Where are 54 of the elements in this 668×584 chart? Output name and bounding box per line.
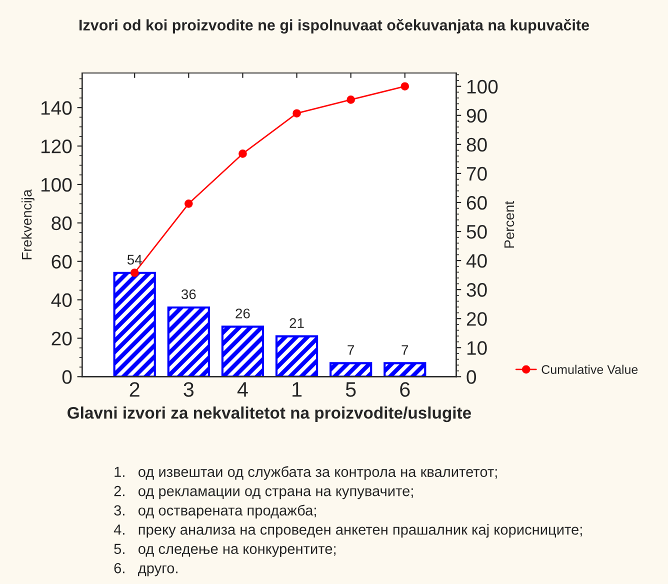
point bbox=[292, 109, 301, 118]
y-tick-label: 100 bbox=[41, 178, 72, 192]
y-tick-label: 120 bbox=[41, 140, 72, 154]
y2-tick-label: 90 bbox=[466, 108, 487, 123]
y2-tick-label: 60 bbox=[466, 196, 487, 210]
y-tick-label: 80 bbox=[52, 216, 72, 230]
y2-tick-label: 80 bbox=[466, 138, 487, 152]
y-tick-label: 20 bbox=[52, 332, 72, 346]
chart-title: Izvori od koi proizvodite ne gi ispolnuvaat očekuvanjata na kupuvačite bbox=[80, 18, 590, 34]
y-tick-label: 140 bbox=[41, 101, 72, 115]
y2-tick-label: 50 bbox=[466, 224, 487, 239]
y-tick-label: 40 bbox=[51, 293, 72, 308]
point bbox=[184, 199, 193, 208]
point bbox=[238, 150, 247, 158]
legend-label: Cumulative Value bbox=[542, 364, 638, 374]
point bbox=[400, 82, 410, 91]
bar bbox=[275, 335, 318, 377]
bar bbox=[330, 362, 372, 377]
y2-tick-label: 0 bbox=[466, 370, 476, 384]
x-tick-label: 2 bbox=[130, 382, 140, 397]
text: 6. друго. bbox=[114, 562, 178, 576]
y-tick-label: 60 bbox=[52, 254, 72, 269]
data-label: 54 bbox=[127, 254, 142, 265]
y2-tick-label: 20 bbox=[466, 312, 487, 326]
data-label: 26 bbox=[236, 308, 250, 318]
bar bbox=[221, 326, 264, 377]
y2-tick-label: 40 bbox=[466, 254, 487, 268]
data-label: 7 bbox=[348, 345, 354, 355]
y-axis-title: Frekvencija bbox=[22, 189, 34, 260]
y2-tick-label: 100 bbox=[467, 80, 498, 94]
data-label: 36 bbox=[181, 289, 196, 300]
x-tick-label: 6 bbox=[400, 382, 410, 397]
y2-tick-label: 70 bbox=[466, 166, 487, 181]
text: 3. од остварената продажба; bbox=[114, 504, 316, 518]
x-tick-label: 5 bbox=[346, 382, 356, 397]
y-tick-label: 0 bbox=[62, 370, 72, 384]
data-label: 21 bbox=[290, 318, 304, 328]
bar bbox=[113, 272, 156, 377]
x-tick-label: 4 bbox=[237, 382, 248, 397]
point bbox=[346, 96, 355, 104]
text: 5. од следење на конкурентите; bbox=[114, 544, 336, 557]
bar bbox=[167, 306, 210, 377]
y2-tick-label: 10 bbox=[467, 341, 487, 355]
text: 2. од рекламации од страна на купувачите; bbox=[114, 486, 413, 500]
text: 1. од извештаи од службата за контрола на квалитетот; bbox=[114, 466, 497, 480]
point bbox=[130, 268, 139, 277]
x-tick-label: 3 bbox=[184, 382, 194, 397]
y2-axis-title: Percent bbox=[504, 201, 514, 248]
x-tick-label: 1 bbox=[292, 382, 302, 397]
data-label: 7 bbox=[402, 345, 408, 355]
x-axis-title: Glavni izvori za nekvalitetot na proizvodite/uslugite bbox=[68, 406, 472, 422]
y2-tick-label: 30 bbox=[466, 283, 487, 297]
text: 4. преку анализа на спроведен анкетен прашалник кај корисниците; bbox=[114, 524, 582, 538]
bar bbox=[384, 362, 426, 377]
